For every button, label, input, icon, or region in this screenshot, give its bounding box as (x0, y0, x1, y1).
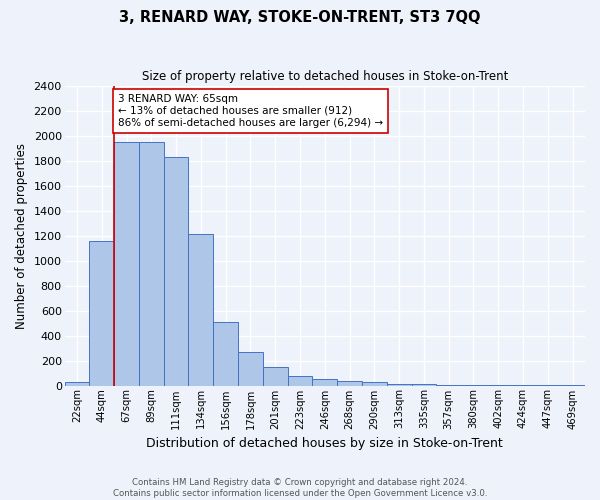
Bar (89, 241, 114, 386)
Bar (114, 142, 139, 386)
Bar (362, 382, 387, 386)
Bar (139, 142, 164, 386)
Bar (387, 384, 412, 386)
X-axis label: Distribution of detached houses by size in Stoke-on-Trent: Distribution of detached houses by size … (146, 437, 503, 450)
Bar (238, 352, 263, 386)
Bar (412, 384, 436, 386)
Bar (461, 385, 486, 386)
Bar (65, 382, 89, 386)
Bar (188, 234, 213, 386)
Bar (436, 384, 461, 386)
Bar (287, 376, 313, 386)
Bar (164, 157, 188, 386)
Y-axis label: Number of detached properties: Number of detached properties (15, 142, 28, 328)
Bar (313, 380, 337, 386)
Text: 3, RENARD WAY, STOKE-ON-TRENT, ST3 7QQ: 3, RENARD WAY, STOKE-ON-TRENT, ST3 7QQ (119, 10, 481, 25)
Bar (337, 381, 362, 386)
Bar (213, 322, 238, 386)
Text: Contains HM Land Registry data © Crown copyright and database right 2024.
Contai: Contains HM Land Registry data © Crown c… (113, 478, 487, 498)
Text: 3 RENARD WAY: 65sqm
← 13% of detached houses are smaller (912)
86% of semi-detac: 3 RENARD WAY: 65sqm ← 13% of detached ho… (118, 94, 383, 128)
Title: Size of property relative to detached houses in Stoke-on-Trent: Size of property relative to detached ho… (142, 70, 508, 83)
Bar (263, 367, 287, 386)
